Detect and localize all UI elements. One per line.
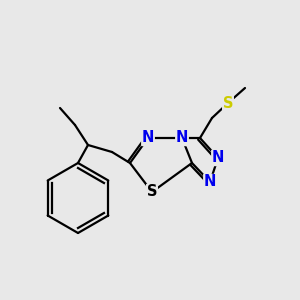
Text: S: S [147, 184, 157, 200]
Text: N: N [176, 130, 188, 146]
Text: N: N [212, 151, 224, 166]
Text: N: N [142, 130, 154, 146]
Text: N: N [204, 175, 216, 190]
Text: S: S [223, 95, 233, 110]
